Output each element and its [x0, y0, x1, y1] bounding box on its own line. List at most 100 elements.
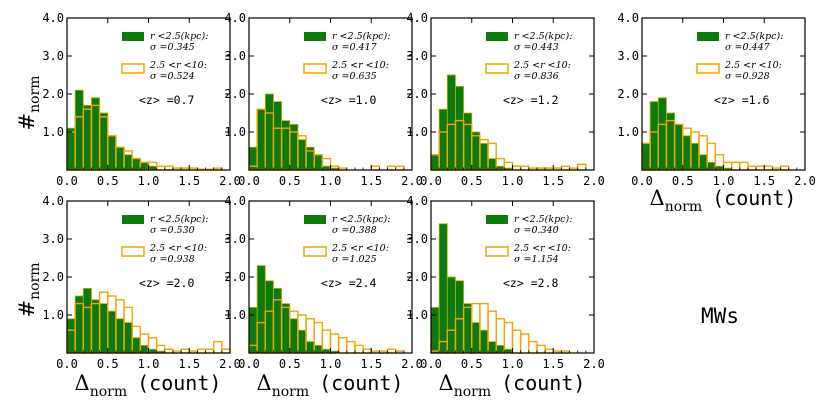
inner-bar	[99, 303, 109, 354]
x-tick-label: 2.0	[401, 357, 423, 371]
y-tick-label: 3.0	[406, 232, 428, 246]
y-tick-label: 2.0	[224, 270, 246, 284]
inner-bar	[289, 124, 299, 171]
panel-4: 0.0 0.5 1.0 1.5 2.01.02.03.04.0r <2.5(kpc):σ…	[617, 11, 816, 188]
x-tick-label: 0.0	[238, 174, 260, 188]
inner-bar	[471, 322, 481, 354]
redshift-label: <z> =2.8	[503, 276, 558, 290]
inner-bar	[698, 154, 708, 171]
redshift-label: <z> =1.6	[714, 93, 769, 107]
x-axis-label-unit: (count)	[712, 186, 796, 210]
x-tick-label: 0.0	[238, 357, 260, 371]
x-tick-label: 0.5	[461, 357, 483, 371]
legend-outer-swatch	[121, 246, 145, 257]
legend-inner-label: r <2.5(kpc):	[332, 31, 390, 42]
x-axis-label-sub: norm	[454, 384, 491, 400]
y-tick-label: 4.0	[42, 11, 64, 25]
x-tick-label: 1.0	[320, 357, 342, 371]
inner-bar	[438, 223, 448, 354]
panel-5: 0.0 0.5 1.0 1.5 2.01.02.03.04.0r <2.5(kpc):σ…	[42, 194, 241, 371]
x-axis-label-symbol: Δ	[75, 371, 90, 395]
panel-3: 0.0 0.5 1.0 1.5 2.01.02.03.04.0r <2.5(kpc):σ…	[406, 11, 605, 188]
legend-outer-sigma: σ =1.154	[514, 254, 559, 265]
inner-bar	[256, 265, 266, 354]
inner-bar	[446, 74, 456, 171]
y-tick-label: 4.0	[224, 11, 246, 25]
inner-bar	[256, 108, 266, 171]
inner-bar	[131, 337, 141, 354]
inner-bar	[313, 154, 323, 171]
inner-bar	[273, 287, 283, 354]
x-axis-label-symbol: Δ	[650, 186, 665, 210]
legend-inner-sigma: σ =0.530	[150, 225, 195, 236]
x-tick-label: 1.0	[502, 357, 524, 371]
x-tick-label: 0.5	[97, 357, 119, 371]
inner-bar	[487, 158, 497, 171]
inner-bar	[455, 280, 465, 354]
inner-bar	[471, 131, 481, 171]
legend-outer-sigma: σ =0.928	[725, 71, 770, 82]
legend-inner-label: r <2.5(kpc):	[150, 214, 208, 225]
y-axis-label-sub: norm	[27, 262, 43, 299]
y-tick-label: 1.0	[42, 125, 64, 139]
panel-6: 0.0 0.5 1.0 1.5 2.01.02.03.04.0r <2.5(kpc):σ…	[224, 194, 423, 371]
legend-outer-swatch	[121, 63, 145, 74]
x-axis-label-sub: norm	[272, 384, 309, 400]
inner-bar	[74, 89, 84, 171]
y-tick-label: 2.0	[42, 87, 64, 101]
x-axis-label-sub: norm	[665, 199, 702, 215]
inner-histogram	[430, 223, 513, 354]
y-tick-label: 1.0	[406, 308, 428, 322]
inner-bar	[264, 93, 274, 171]
y-axis-label: #norm	[15, 75, 43, 130]
inner-bar	[479, 142, 489, 171]
outer-bar	[536, 344, 546, 354]
inner-bar	[91, 299, 100, 354]
x-tick-label: 2.0	[401, 174, 423, 188]
y-axis-label-symbol: #	[15, 113, 39, 131]
inner-bar	[139, 344, 149, 354]
x-tick-label: 1.5	[360, 357, 382, 371]
outer-bar	[528, 340, 538, 354]
legend-inner-sigma: σ =0.340	[514, 225, 559, 236]
inner-bar	[297, 139, 307, 171]
x-axis-label: Δnorm (count)	[439, 371, 586, 400]
x-tick-label: 1.0	[502, 174, 524, 188]
y-tick-label: 2.0	[406, 87, 428, 101]
x-tick-label: 1.5	[542, 174, 564, 188]
x-axis-label-unit: (count)	[137, 371, 221, 395]
inner-bar	[297, 329, 307, 354]
inner-bar	[123, 154, 133, 171]
outer-bar	[511, 329, 522, 354]
x-axis-label: Δnorm (count)	[257, 371, 404, 400]
inner-bar	[479, 329, 489, 354]
inner-bar	[273, 101, 283, 171]
x-tick-label: 2.0	[583, 357, 605, 371]
legend-outer-label: 2.5 <r <10:	[513, 243, 571, 254]
y-tick-label: 3.0	[224, 232, 246, 246]
panel-7: 0.0 0.5 1.0 1.5 2.01.02.03.04.0r <2.5(kpc):σ…	[406, 194, 605, 371]
legend-inner-sigma: σ =0.345	[150, 42, 195, 53]
x-axis-label: Δnorm (count)	[75, 371, 222, 400]
y-tick-label: 1.0	[224, 125, 246, 139]
legend-outer-label: 2.5 <r <10:	[724, 60, 782, 71]
y-axis-label: #norm	[15, 262, 43, 317]
y-tick-label: 2.0	[406, 270, 428, 284]
y-tick-label: 1.0	[224, 308, 246, 322]
x-tick-label: 2.0	[794, 174, 816, 188]
legend-outer-swatch	[696, 63, 720, 74]
redshift-label: <z> =2.0	[139, 276, 194, 290]
legend-outer-swatch	[485, 246, 509, 257]
y-tick-label: 1.0	[617, 125, 639, 139]
legend-inner-label: r <2.5(kpc):	[514, 214, 572, 225]
y-tick-label: 1.0	[42, 308, 64, 322]
legend-outer-label: 2.5 <r <10:	[513, 60, 571, 71]
legend-outer-label: 2.5 <r <10:	[149, 60, 207, 71]
outer-bar	[337, 337, 348, 354]
legend-outer-swatch	[303, 246, 327, 257]
x-tick-label: 0.5	[461, 174, 483, 188]
x-tick-label: 1.0	[320, 174, 342, 188]
x-tick-label: 2.0	[583, 174, 605, 188]
inner-bar	[666, 112, 676, 171]
x-tick-label: 0.0	[56, 174, 78, 188]
